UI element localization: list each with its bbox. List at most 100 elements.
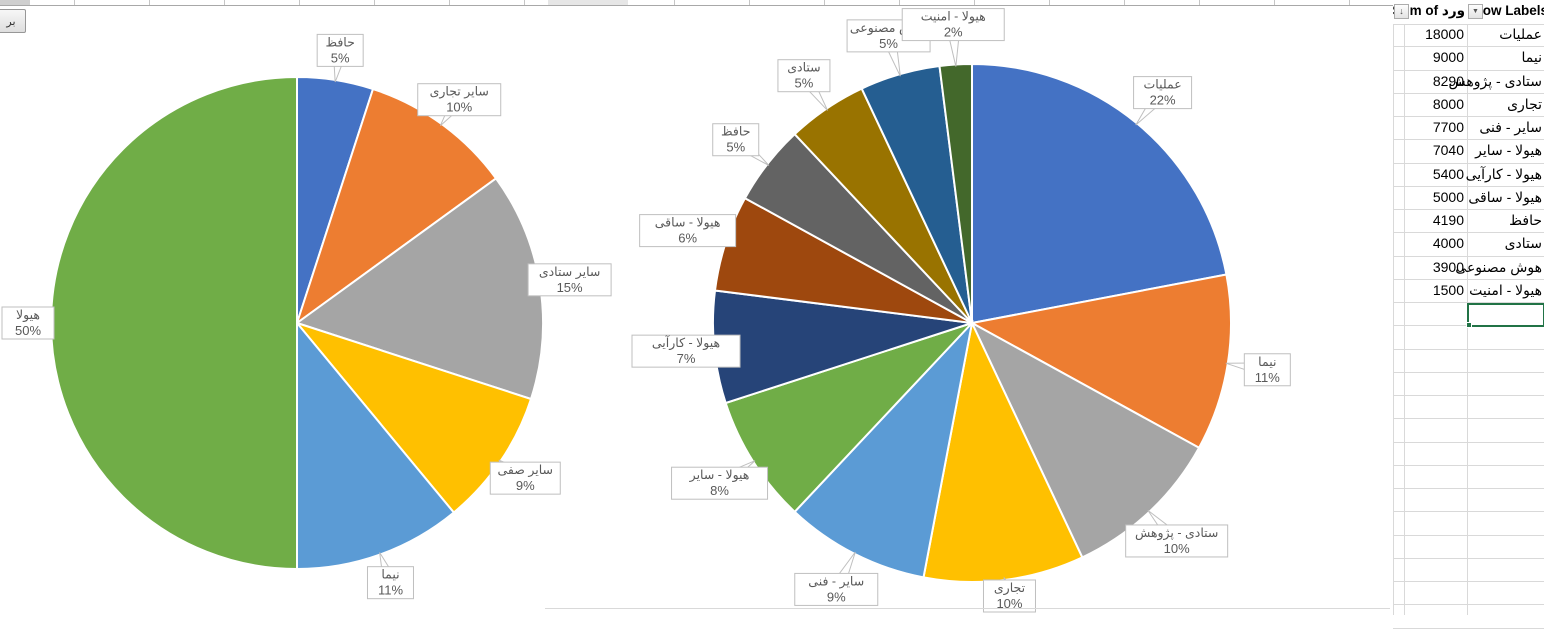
fill-handle[interactable] — [1466, 322, 1472, 328]
data-label-category: ستادی — [787, 61, 820, 75]
row-label-cell[interactable]: ستادی — [1504, 235, 1542, 252]
value-cell[interactable]: 4000 — [1432, 235, 1464, 252]
data-label-percent: 11% — [1255, 370, 1280, 385]
value-cell[interactable]: 5400 — [1432, 165, 1464, 182]
row-label-cell[interactable]: حافظ — [1509, 212, 1542, 228]
table-row[interactable]: 8000 تجاری — [1393, 94, 1544, 117]
empty-row[interactable] — [1393, 512, 1544, 536]
data-label-category: حافظ — [721, 125, 750, 139]
data-label-percent: 10% — [446, 100, 472, 115]
row-label-cell[interactable]: تجاری — [1507, 95, 1542, 112]
pie-chart-right[interactable]: عملیات 22% نیما 11% ستادی - پژوهش 10% تجاری 10%… — [630, 0, 1390, 615]
pie-chart-left[interactable]: حافظ 5% سایر تجاری 10% سایر ستادی 15% سایر صفی… — [0, 0, 660, 615]
empty-row[interactable] — [1393, 443, 1544, 466]
sort-filter-button[interactable]: ↓ — [1394, 4, 1409, 19]
data-label-percent: 8% — [710, 483, 729, 498]
data-label-percent: 5% — [879, 36, 898, 51]
gridline — [1404, 0, 1405, 615]
row-label-cell[interactable]: عملیات — [1499, 26, 1542, 42]
empty-row[interactable] — [1393, 396, 1544, 420]
table-row[interactable]: 4190 حافظ — [1393, 210, 1544, 234]
row-label-cell[interactable]: ستادی - پژوهش — [1448, 72, 1542, 89]
data-label-box — [777, 59, 831, 93]
value-cell[interactable]: 5000 — [1432, 188, 1464, 205]
table-row[interactable]: 8290 ستادی - پژوهش — [1393, 71, 1544, 94]
data-label-percent: 50% — [15, 323, 41, 338]
empty-row[interactable] — [1393, 605, 1544, 629]
table-row[interactable]: 7040 هیولا - سایر — [1393, 140, 1544, 164]
data-label-percent: 9% — [827, 589, 846, 604]
data-label-category: هیولا - امنیت — [921, 10, 986, 25]
value-cell[interactable]: 8000 — [1432, 95, 1464, 112]
data-label-box — [1243, 353, 1291, 387]
data-label-percent: 5% — [795, 76, 814, 91]
empty-row[interactable] — [1393, 536, 1544, 559]
data-label-box — [982, 579, 1036, 613]
row-label-cell[interactable]: هیولا - امنیت — [1469, 281, 1542, 298]
value-cell[interactable]: 7040 — [1432, 142, 1464, 159]
empty-row[interactable] — [1393, 559, 1544, 582]
data-label-category: هیولا - کارآیی — [652, 335, 720, 351]
data-label-box — [631, 334, 741, 368]
empty-row[interactable] — [1393, 489, 1544, 513]
empty-row[interactable] — [1393, 326, 1544, 350]
data-label-box — [794, 572, 879, 606]
row-labels-header: Row Labels — [1473, 3, 1544, 18]
active-cell[interactable] — [1466, 303, 1544, 328]
row-label-cell[interactable]: هیولا - کارآیی — [1465, 165, 1542, 182]
pivot-table: ↓ Sum of ورد Row Labels ▼ 18000 عملیات 900… — [1393, 0, 1544, 629]
value-cell[interactable]: 4190 — [1432, 212, 1464, 228]
data-label-box — [316, 33, 364, 67]
row-labels-filter-button[interactable]: ▼ — [1468, 4, 1483, 19]
data-label-box — [1133, 76, 1193, 110]
table-row[interactable]: 5000 هیولا - ساقی — [1393, 187, 1544, 210]
data-label-percent: 10% — [996, 596, 1022, 611]
data-label-box — [527, 263, 612, 297]
value-cell[interactable]: 3900 — [1432, 258, 1464, 275]
data-label-category: سایر ستادی — [539, 265, 601, 280]
data-label-percent: 22% — [1150, 93, 1176, 108]
data-label-box — [417, 83, 502, 117]
empty-row[interactable] — [1393, 582, 1544, 606]
table-row[interactable]: 3900 هوش مصنوعی — [1393, 257, 1544, 280]
data-label-category: هیولا - ساقی — [655, 216, 721, 231]
data-label-category: سایر صفی — [498, 463, 554, 478]
data-label-category: تجاری — [994, 581, 1026, 596]
table-row[interactable]: 7700 سایر - فنی — [1393, 117, 1544, 141]
data-label-box — [1125, 524, 1229, 558]
empty-row[interactable] — [1393, 419, 1544, 443]
row-label-cell[interactable]: هیولا - سایر — [1475, 142, 1542, 159]
empty-row[interactable] — [1393, 466, 1544, 489]
strip-shade — [548, 0, 628, 5]
row-label-cell[interactable]: نیما — [1521, 49, 1542, 66]
empty-row[interactable] — [1393, 350, 1544, 373]
pivotchart-field-button[interactable]: بر — [0, 9, 26, 33]
row-label-cell[interactable]: هوش مصنوعی — [1455, 258, 1542, 275]
data-label-box — [489, 461, 561, 495]
strip-shade — [0, 0, 30, 5]
row-label-cell[interactable]: هیولا - ساقی — [1468, 188, 1542, 205]
row-label-cell[interactable]: سایر - فنی — [1479, 119, 1542, 135]
chart-object-border — [545, 608, 1390, 609]
data-label-percent: 9% — [516, 478, 535, 493]
value-cell[interactable]: 8290 — [1432, 72, 1464, 89]
gridline — [1393, 0, 1394, 615]
table-row[interactable]: 1500 هیولا - امنیت — [1393, 280, 1544, 303]
table-row[interactable]: 5400 هیولا - کارآیی — [1393, 164, 1544, 187]
value-cell[interactable]: 9000 — [1432, 49, 1464, 66]
value-cell[interactable]: 18000 — [1425, 26, 1464, 42]
data-label-category: نیما — [1258, 355, 1276, 369]
value-cell[interactable]: 7700 — [1432, 119, 1464, 135]
table-row[interactable]: 4000 ستادی — [1393, 233, 1544, 257]
value-cell[interactable]: 1500 — [1432, 281, 1464, 298]
table-row[interactable]: 18000 عملیات — [1393, 24, 1544, 48]
data-label-percent: 10% — [1164, 541, 1190, 556]
pie-slice-pie-left-5[interactable] — [50, 75, 298, 571]
empty-row[interactable] — [1393, 373, 1544, 396]
table-row[interactable]: 9000 نیما — [1393, 47, 1544, 71]
data-label-category: ستادی - پژوهش — [1135, 526, 1218, 541]
data-label-percent: 5% — [726, 140, 745, 155]
data-label-box — [901, 8, 1005, 42]
